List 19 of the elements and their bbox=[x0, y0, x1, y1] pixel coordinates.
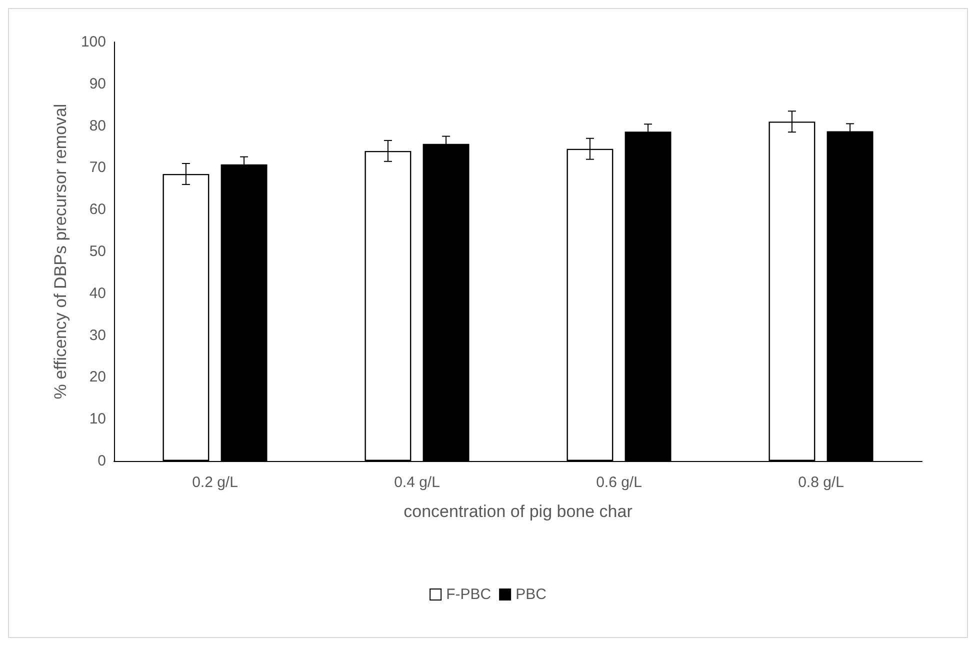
legend-label: F-PBC bbox=[446, 586, 492, 603]
y-tick-label: 20 bbox=[89, 368, 106, 386]
y-tick-label: 10 bbox=[89, 410, 106, 428]
y-tick-label: 60 bbox=[89, 201, 106, 218]
x-tick-label: 0.8 g/L bbox=[798, 474, 844, 491]
y-tick-label: 40 bbox=[89, 284, 106, 302]
y-tick-label: 30 bbox=[89, 326, 106, 344]
x-tick-label: 0.6 g/L bbox=[596, 474, 642, 491]
y-tick-label: 100 bbox=[80, 34, 106, 50]
legend-label: PBC bbox=[516, 586, 547, 603]
y-axis-title: % efficency of DBPs precursor removal bbox=[51, 104, 70, 400]
x-tick-label: 0.4 g/L bbox=[394, 474, 440, 491]
x-tick-label: 0.2 g/L bbox=[192, 474, 238, 491]
y-tick-label: 0 bbox=[98, 452, 106, 470]
y-tick-label: 50 bbox=[89, 243, 106, 260]
y-tick-label: 70 bbox=[89, 159, 106, 176]
y-tick-label: 80 bbox=[89, 117, 106, 134]
y-tick-label: 90 bbox=[89, 75, 106, 92]
x-axis-title: concentration of pig bone char bbox=[404, 502, 633, 521]
